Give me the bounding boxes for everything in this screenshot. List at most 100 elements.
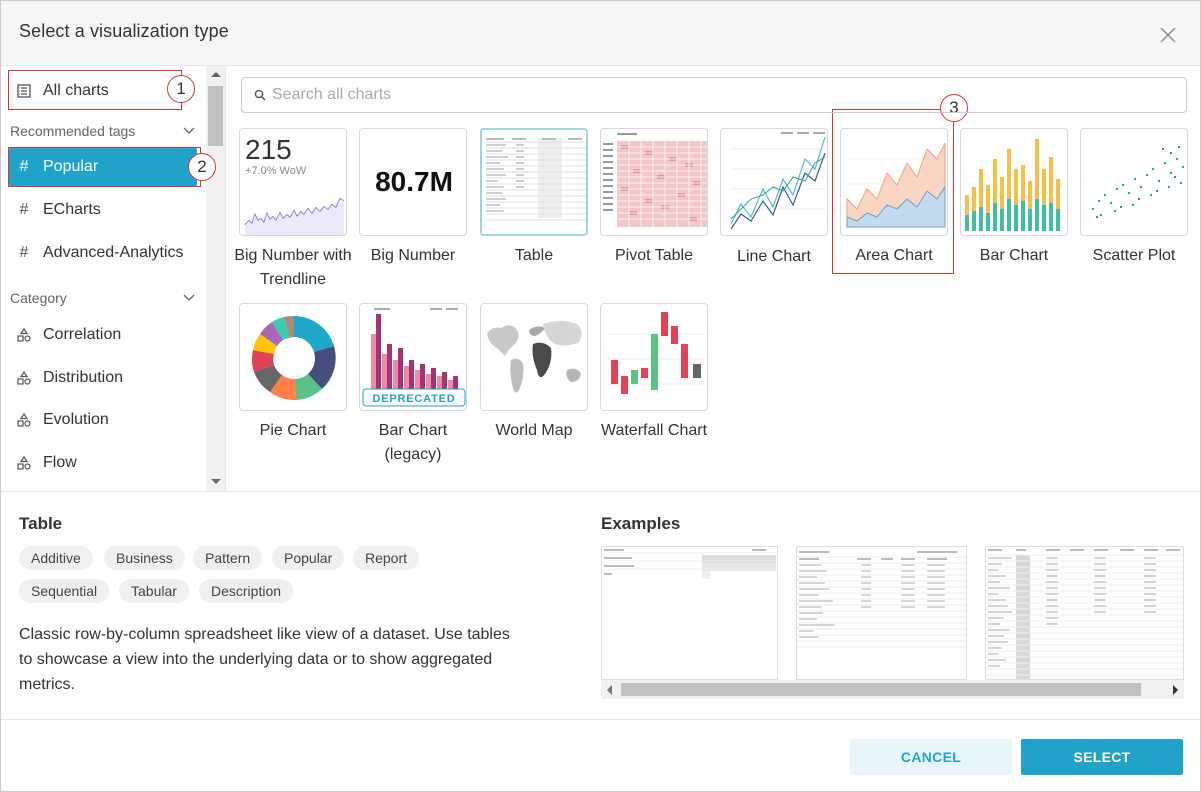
- example-image-3: [985, 546, 1184, 680]
- sidebar-item-label: Flow: [43, 454, 77, 471]
- chart-filter-sidebar: All charts Recommended tags # Popular # …: [1, 66, 226, 491]
- category-header[interactable]: Category: [10, 290, 196, 306]
- chart-tile-table[interactable]: [480, 128, 588, 236]
- chart-label: Big Number with Trendline: [234, 247, 352, 288]
- sidebar-item-flow[interactable]: Flow: [9, 444, 197, 482]
- annotation-marker-2: 2: [188, 153, 216, 181]
- chevron-down-icon: [183, 127, 195, 134]
- scroll-up-icon[interactable]: [211, 72, 221, 77]
- chart-tile-pie-chart[interactable]: [239, 303, 347, 411]
- sidebar-item-label: Popular: [43, 158, 99, 175]
- modal-header: Select a visualization type: [1, 1, 1200, 66]
- chart-tile-big-number-trendline[interactable]: 215 +7.0% WoW: [239, 128, 347, 236]
- hash-icon: #: [19, 244, 29, 261]
- sidebar-item-correlation[interactable]: Correlation: [9, 316, 197, 354]
- chart-label: Waterfall Chart: [600, 422, 708, 439]
- waterfall-chart-thumbnail: [609, 312, 705, 394]
- chart-tile-area-chart[interactable]: [840, 128, 948, 236]
- world-map-thumbnail: [487, 321, 582, 393]
- cancel-button[interactable]: CANCEL: [850, 739, 1012, 775]
- chart-label: Table: [514, 247, 554, 264]
- selected-chart-title: Table: [19, 514, 63, 533]
- chart-tile-big-number[interactable]: 80.7M: [359, 128, 467, 236]
- annotation-box-1: [8, 70, 182, 110]
- sidebar-item-label: Evolution: [43, 411, 109, 428]
- big-number-thumbnail: 80.7M: [375, 166, 453, 197]
- chart-tile-bar-chart-legacy[interactable]: DEPRECATED: [359, 303, 467, 411]
- tag-additive: Additive: [19, 546, 93, 570]
- chart-label: Area Chart: [855, 247, 933, 264]
- examples-scrollbar[interactable]: [601, 680, 1184, 699]
- example-image-1: [601, 546, 778, 680]
- recommended-tags-label: Recommended tags: [10, 123, 136, 139]
- hash-icon: #: [19, 201, 29, 218]
- annotation-box-2: [8, 147, 201, 187]
- big-number-trendline-thumbnail: 215 +7.0% WoW: [244, 134, 345, 235]
- search-box[interactable]: [241, 77, 1187, 113]
- close-icon[interactable]: [1157, 24, 1179, 46]
- tag-popular: Popular: [272, 546, 345, 570]
- chart-label: Bar Chart: [979, 247, 1049, 264]
- tag-pattern: Pattern: [193, 546, 263, 570]
- example-image-2: [796, 546, 967, 680]
- tag-sequential: Sequential: [19, 579, 110, 603]
- shapes-icon: [17, 328, 31, 342]
- area-chart-thumbnail: [846, 142, 946, 228]
- thumb-sub: +7.0% WoW: [245, 165, 307, 177]
- chart-tile-world-map[interactable]: [480, 303, 588, 411]
- chart-tile-bar-chart[interactable]: [960, 128, 1068, 236]
- sidebar-item-distribution[interactable]: Distribution: [9, 359, 197, 397]
- shapes-icon: [17, 413, 31, 427]
- chart-label: Scatter Plot: [1092, 247, 1176, 264]
- scrollbar-thumb[interactable]: [621, 683, 1141, 696]
- examples-title: Examples: [601, 514, 681, 533]
- scroll-left-icon[interactable]: [607, 685, 612, 695]
- category-label: Category: [10, 290, 67, 306]
- chart-description: Classic row-by-column spreadsheet like v…: [19, 626, 510, 693]
- shapes-icon: [17, 456, 31, 470]
- pivot-table-thumbnail: [601, 129, 707, 235]
- table-thumbnail: [482, 130, 586, 234]
- sidebar-scrollbar[interactable]: [206, 66, 225, 491]
- recommended-tags-header[interactable]: Recommended tags: [10, 123, 196, 139]
- scrollbar-thumb[interactable]: [208, 86, 223, 146]
- annotation-marker-1: 1: [167, 75, 195, 103]
- modal-footer: CANCEL SELECT: [1, 719, 1200, 791]
- tag-description: Description: [199, 579, 294, 603]
- chart-details-panel: Table Additive Business Pattern Popular …: [1, 491, 1200, 719]
- deprecated-badge: DEPRECATED: [373, 393, 456, 405]
- chart-label: Big Number: [370, 247, 456, 264]
- hash-icon: #: [19, 158, 29, 175]
- close-button[interactable]: [1157, 24, 1179, 46]
- sidebar-item-popular[interactable]: # Popular: [9, 148, 197, 186]
- chart-label: World Map: [495, 422, 573, 439]
- bar-chart-legacy-thumbnail: DEPRECATED: [362, 308, 466, 407]
- pie-chart-thumbnail: [251, 315, 336, 401]
- sidebar-item-evolution[interactable]: Evolution: [9, 401, 197, 439]
- thumb-number: 80.7M: [375, 166, 453, 197]
- chart-tile-scatter-plot[interactable]: [1080, 128, 1188, 236]
- line-chart-thumbnail: [730, 132, 826, 230]
- sidebar-item-advanced-analytics[interactable]: # Advanced-Analytics: [9, 234, 197, 272]
- scroll-down-icon[interactable]: [211, 479, 221, 484]
- tag-tabular: Tabular: [119, 579, 189, 603]
- chevron-down-icon: [183, 294, 195, 301]
- chart-label: Pie Chart: [259, 422, 327, 439]
- list-icon: [17, 84, 31, 98]
- sidebar-item-label: Advanced-Analytics: [43, 244, 184, 261]
- scroll-right-icon[interactable]: [1173, 685, 1178, 695]
- chart-label: Pivot Table: [615, 247, 693, 264]
- tag-business: Business: [104, 546, 185, 570]
- sidebar-item-label: Distribution: [43, 369, 124, 386]
- sidebar-item-echarts[interactable]: # ECharts: [9, 191, 197, 229]
- sidebar-item-all-charts[interactable]: All charts: [9, 72, 197, 110]
- tag-report: Report: [353, 546, 420, 570]
- chart-tile-pivot-table[interactable]: [600, 128, 708, 236]
- annotation-box-3: [832, 109, 954, 274]
- chart-tile-waterfall-chart[interactable]: [600, 303, 708, 411]
- select-button[interactable]: SELECT: [1021, 739, 1183, 775]
- chart-tile-line-chart[interactable]: [720, 128, 828, 236]
- search-input[interactable]: [272, 86, 1152, 104]
- bar-chart-thumbnail: [965, 139, 1060, 231]
